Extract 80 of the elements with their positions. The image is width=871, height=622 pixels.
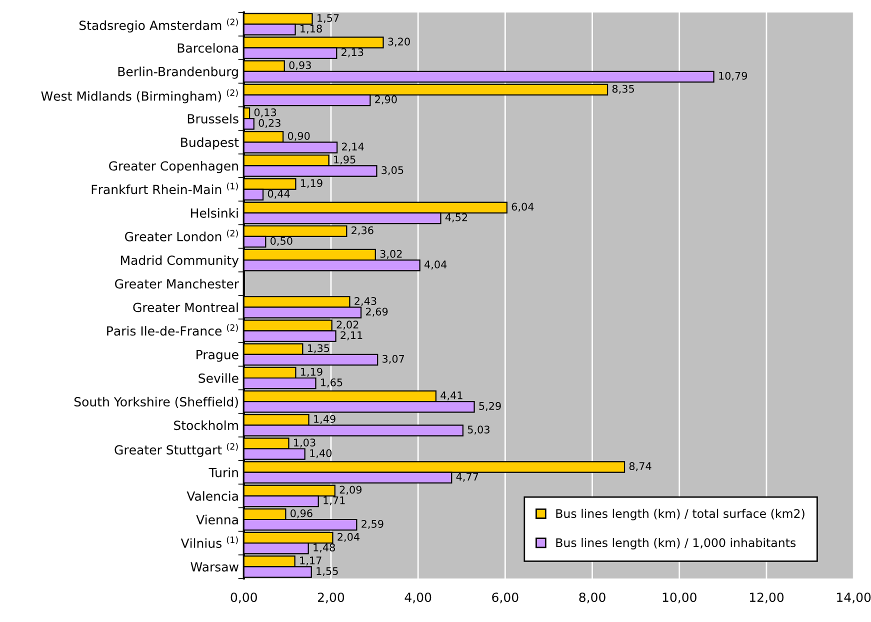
data-label: 2,90: [375, 95, 397, 104]
data-label: 2,04: [338, 532, 360, 542]
data-label: 1,35: [308, 344, 330, 354]
y-tick-label: South Yorkshire (Sheffield): [74, 396, 238, 408]
data-label: 2,43: [354, 297, 376, 306]
x-tick-label: 8,00: [579, 592, 606, 604]
data-label: 1,19: [301, 179, 322, 188]
data-label: 2,02: [336, 320, 358, 330]
data-label: 2,09: [340, 486, 362, 495]
data-label: 3,02: [380, 250, 402, 259]
data-label: 1,40: [310, 449, 332, 458]
data-label: 0,44: [268, 190, 290, 199]
x-tick-label: 14,00: [837, 592, 871, 604]
y-tick-label: Frankfurt Rhein-Main $^{(1)}$: [92, 182, 238, 194]
data-label: 0,96: [290, 509, 312, 518]
data-label: 2,14: [342, 142, 364, 152]
y-tick-label: Vienna: [196, 514, 238, 524]
y-tick-label: Vilnius $^{(1)}$: [180, 536, 238, 548]
data-label: 3,05: [382, 166, 404, 176]
x-tick-label: 0,00: [230, 592, 257, 604]
y-tick-label: Greater London $^{(2)}$: [124, 230, 238, 242]
data-label: 1,49: [314, 415, 336, 424]
data-label: 4,77: [456, 472, 478, 482]
data-label: 4,52: [445, 213, 468, 222]
data-label: 2,69: [366, 308, 388, 317]
data-label: 8,74: [629, 462, 652, 472]
data-label: 0,93: [289, 61, 311, 70]
x-tick-label: 10,00: [662, 592, 696, 604]
data-label: 1,71: [324, 496, 345, 506]
y-tick-label: Paris Ile-de-France $^{(2)}$: [107, 324, 238, 336]
data-label: 1,55: [316, 567, 338, 576]
data-label: 1,65: [321, 378, 342, 388]
y-tick-label: Prague: [196, 350, 238, 362]
data-label: 1,95: [334, 156, 356, 165]
data-label: 1,17: [300, 556, 322, 566]
data-label: 1,57: [318, 14, 339, 24]
y-tick-label: Greater Montreal: [133, 302, 238, 312]
y-tick-label: Valencia: [186, 491, 238, 501]
data-label: 2,36: [352, 226, 374, 236]
x-tick-label: 6,00: [492, 592, 518, 604]
data-label: 2,59: [362, 520, 384, 529]
y-tick-label: Helsinki: [191, 208, 238, 218]
y-tick-label: Brussels: [188, 114, 238, 124]
y-tick-label: Greater Copenhagen: [109, 160, 238, 174]
y-tick-label: Madrid Community: [121, 255, 239, 268]
y-tick-label: Greater Stuttgart $^{(2)}$: [114, 442, 238, 458]
legend-label: Bus lines length (km) / 1,000 inhabitants: [556, 538, 796, 550]
data-label: 3,07: [382, 354, 404, 364]
data-label: 4,04: [424, 260, 447, 270]
data-label: 6,04: [512, 202, 534, 212]
x-tick-label: 12,00: [750, 592, 784, 604]
y-tick-label: Turin: [208, 468, 238, 478]
x-tick-label: 4,00: [404, 592, 432, 604]
data-label: 5,29: [479, 402, 501, 411]
data-label: 1,18: [300, 24, 322, 34]
y-tick-label: Barcelona: [178, 43, 238, 53]
y-tick-label: West Midlands (Birmingham) $^{(2)}$: [41, 89, 238, 104]
data-label: 4,41: [440, 392, 462, 400]
y-tick-label: Seville: [198, 373, 238, 383]
data-label: 2,13: [342, 48, 364, 58]
data-label: 0,13: [254, 108, 276, 118]
data-label: 1,48: [314, 544, 335, 552]
data-label: 3,20: [388, 38, 410, 47]
data-label: 0,90: [288, 132, 310, 141]
legend-label: Bus lines length (km) / total surface (km2): [556, 508, 804, 520]
y-tick-label: Warsaw: [190, 562, 238, 572]
data-label: 1,19: [301, 368, 322, 377]
y-tick-label: Berlin-Brandenburg: [118, 66, 238, 79]
x-tick-label: 2,00: [318, 592, 344, 604]
y-tick-label: Stockholm: [174, 420, 238, 430]
data-label: 1,03: [294, 438, 316, 448]
data-label: 10,79: [719, 72, 748, 81]
y-tick-label: Budapest: [181, 137, 239, 150]
data-label: 0,23: [258, 119, 280, 128]
y-tick-label: Stadsregio Amsterdam $^{(2)}$: [79, 18, 238, 33]
data-label: 8,35: [612, 84, 634, 94]
y-tick-label: Greater Manchester: [115, 278, 240, 289]
data-label: 5,03: [468, 426, 490, 435]
data-label: 2,11: [340, 331, 362, 340]
data-label: 0,50: [270, 236, 292, 246]
